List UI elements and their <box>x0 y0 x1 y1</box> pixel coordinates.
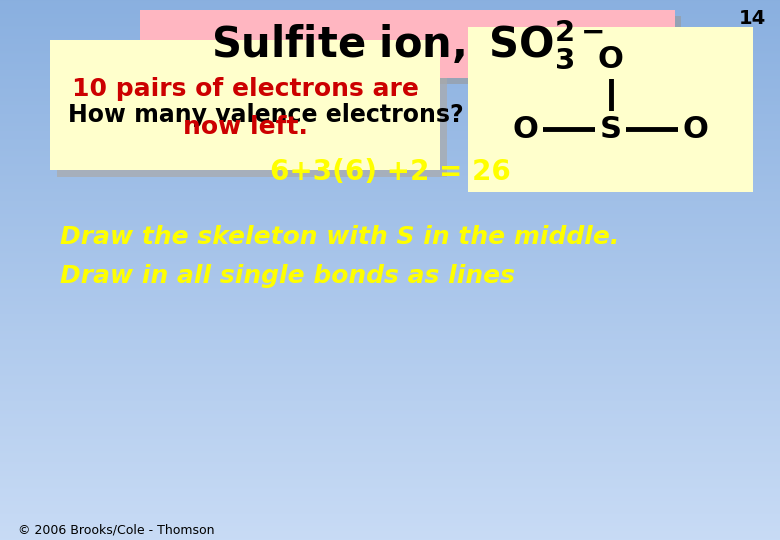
Bar <box>57 47 447 177</box>
Text: O: O <box>512 115 538 144</box>
Text: now left.: now left. <box>183 115 307 139</box>
Text: How many valence electrons?: How many valence electrons? <box>68 103 463 127</box>
Bar <box>50 40 440 170</box>
Text: 6+3(6) +2 = 26: 6+3(6) +2 = 26 <box>270 158 510 186</box>
Bar <box>140 10 675 78</box>
Text: O: O <box>682 115 708 144</box>
Text: © 2006 Brooks/Cole - Thomson: © 2006 Brooks/Cole - Thomson <box>18 523 214 537</box>
Bar <box>146 16 681 84</box>
Bar <box>468 27 753 192</box>
Text: O: O <box>597 45 623 75</box>
Text: $\mathregular{Sulfite\ ion,\ SO_3^{2-}}$: $\mathregular{Sulfite\ ion,\ SO_3^{2-}}$ <box>211 17 604 71</box>
Text: Draw the skeleton with S in the middle.: Draw the skeleton with S in the middle. <box>60 225 619 249</box>
Text: S: S <box>600 115 622 144</box>
Text: 10 pairs of electrons are: 10 pairs of electrons are <box>72 77 418 102</box>
Text: Draw in all single bonds as lines: Draw in all single bonds as lines <box>60 264 515 288</box>
Text: 14: 14 <box>739 9 766 28</box>
